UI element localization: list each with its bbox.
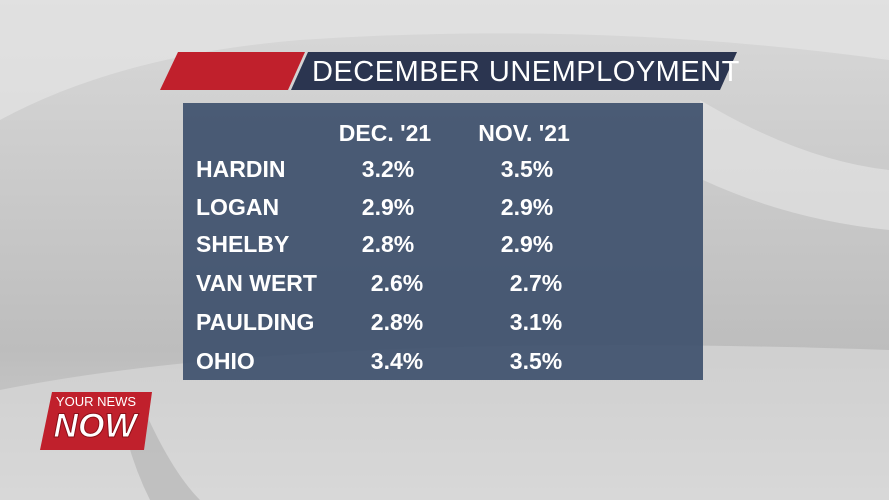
- table-cell: 2.8%: [370, 309, 424, 335]
- table-cell: 2.9%: [361, 194, 415, 220]
- table-cell: 3.2%: [361, 156, 415, 182]
- table-cell: 2.7%: [509, 270, 563, 296]
- table-cell: 3.5%: [500, 156, 554, 182]
- banner-title: DECEMBER UNEMPLOYMENT: [312, 56, 740, 88]
- column-header: NOV. '21: [478, 120, 570, 146]
- logo-top: YOUR NEWS: [56, 394, 137, 409]
- row-label: LOGAN: [196, 194, 280, 220]
- table-cell: 3.4%: [370, 348, 424, 374]
- table-cell: 2.8%: [361, 231, 415, 257]
- table-cell: 3.1%: [509, 309, 563, 335]
- logo-main: NOW: [53, 407, 139, 445]
- row-label: HARDIN: [196, 156, 286, 182]
- row-label: SHELBY: [196, 231, 290, 257]
- table-cell: 2.6%: [370, 270, 424, 296]
- row-label: VAN WERT: [196, 270, 317, 296]
- table-cell: 2.9%: [500, 231, 554, 257]
- row-label: PAULDING: [196, 309, 315, 335]
- row-label: OHIO: [196, 348, 255, 374]
- table-panel: [183, 103, 703, 380]
- column-header: DEC. '21: [338, 120, 432, 146]
- table-cell: 3.5%: [509, 348, 563, 374]
- table-cell: 2.9%: [500, 194, 554, 220]
